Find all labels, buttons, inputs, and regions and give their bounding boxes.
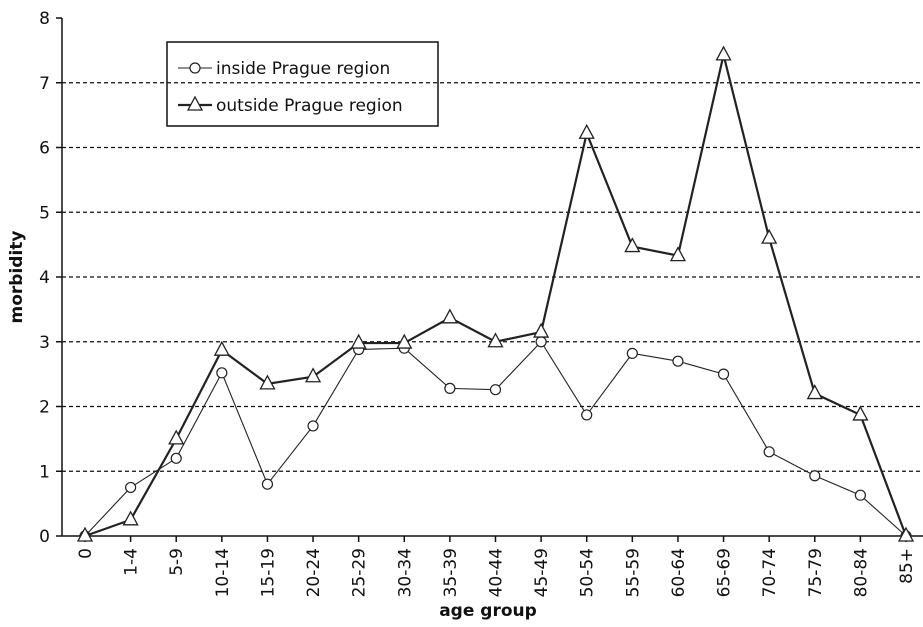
x-tick-label: 0 bbox=[76, 548, 96, 559]
point bbox=[189, 62, 201, 74]
point bbox=[170, 452, 182, 464]
point bbox=[125, 481, 137, 494]
point bbox=[669, 246, 687, 262]
point bbox=[168, 429, 185, 445]
point bbox=[626, 347, 638, 360]
series-line bbox=[84, 340, 907, 537]
x-tick-label: 40-44 bbox=[487, 548, 507, 597]
x-tick-label: 20-24 bbox=[304, 548, 324, 597]
point bbox=[216, 367, 228, 379]
x-tick-label: 85+ bbox=[897, 548, 917, 584]
point bbox=[763, 446, 775, 458]
y-tick-label: 0 bbox=[39, 527, 50, 547]
y-tick-label: 1 bbox=[39, 462, 50, 482]
x-tick-label: 75-79 bbox=[806, 548, 826, 597]
point bbox=[122, 510, 139, 526]
y-tick-label: 2 bbox=[39, 398, 50, 418]
point bbox=[897, 526, 915, 542]
point bbox=[444, 382, 456, 394]
x-tick-label: 50-54 bbox=[578, 548, 598, 597]
x-tick-label: 1-4 bbox=[122, 548, 142, 576]
point bbox=[715, 45, 732, 61]
x-tick-label: 55-59 bbox=[623, 548, 643, 597]
point bbox=[304, 367, 322, 383]
point bbox=[396, 333, 413, 349]
point bbox=[624, 237, 641, 253]
point bbox=[259, 374, 276, 390]
point bbox=[213, 340, 230, 356]
point bbox=[852, 405, 869, 421]
x-tick-label: 30-34 bbox=[395, 548, 415, 597]
y-tick-label: 3 bbox=[39, 333, 50, 353]
x-tick-label: 15-19 bbox=[258, 548, 278, 597]
point bbox=[806, 384, 823, 400]
y-tick-label: 8 bbox=[39, 9, 50, 29]
point bbox=[441, 308, 458, 324]
series-line bbox=[84, 54, 908, 538]
legend-label: inside Prague region bbox=[216, 59, 390, 79]
point bbox=[854, 489, 866, 501]
point bbox=[761, 228, 778, 244]
point bbox=[809, 470, 821, 482]
legend-label: outside Prague region bbox=[216, 96, 403, 116]
y-tick-label: 5 bbox=[39, 203, 50, 223]
point bbox=[487, 332, 504, 348]
x-tick-label: 10-14 bbox=[213, 548, 233, 597]
x-tick-label: 5-9 bbox=[167, 548, 187, 576]
x-tick-label: 45-49 bbox=[532, 548, 552, 597]
y-axis-label: morbidity bbox=[7, 231, 27, 324]
x-tick-label: 65-69 bbox=[715, 548, 735, 597]
y-tick-label: 7 bbox=[39, 74, 50, 94]
x-tick-label: 60-64 bbox=[669, 548, 689, 597]
point bbox=[717, 368, 730, 380]
point bbox=[535, 336, 547, 348]
y-tick-label: 6 bbox=[39, 139, 50, 159]
point bbox=[76, 526, 94, 542]
point bbox=[581, 409, 593, 421]
point bbox=[261, 478, 274, 490]
x-axis-label: age group bbox=[439, 601, 537, 621]
point bbox=[350, 333, 367, 349]
point bbox=[672, 355, 684, 367]
y-tick-label: 4 bbox=[39, 268, 50, 288]
point bbox=[578, 123, 595, 139]
point bbox=[489, 384, 502, 396]
x-tick-label: 70-74 bbox=[760, 548, 780, 597]
legend-box bbox=[166, 41, 439, 127]
point bbox=[533, 322, 550, 338]
point bbox=[307, 420, 319, 432]
point bbox=[186, 95, 204, 111]
x-tick-label: 80-84 bbox=[851, 548, 871, 597]
x-tick-label: 25-29 bbox=[350, 548, 370, 597]
x-tick-label: 35-39 bbox=[441, 548, 461, 597]
